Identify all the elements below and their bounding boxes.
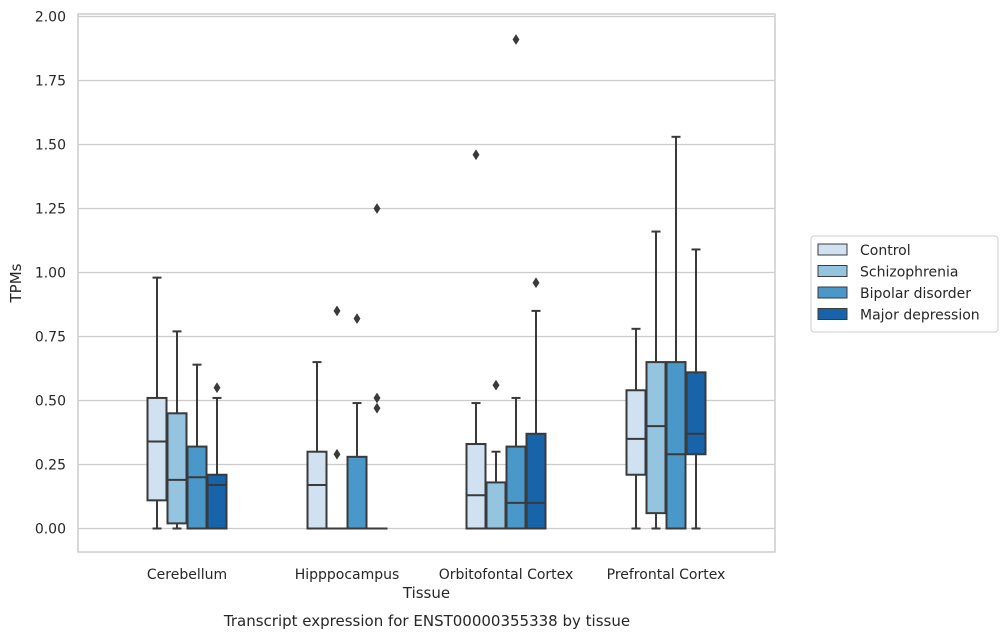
outlier-point — [373, 402, 381, 414]
iqr-box — [346, 455, 368, 530]
legend-swatch — [817, 286, 848, 299]
legend-entry: Control — [860, 243, 911, 259]
outlier-point — [492, 379, 500, 391]
box-series — [146, 34, 707, 530]
box-prefrontal-cortex-schizophrenia — [645, 230, 667, 530]
outlier-point — [532, 277, 540, 289]
box-hipppocampus-bipolar-disorder — [346, 313, 368, 530]
box-cerebellum-bipolar-disorder — [186, 363, 208, 530]
legend-swatch — [817, 265, 848, 277]
iqr-box — [665, 361, 687, 530]
iqr-box — [485, 481, 507, 530]
outlier-point — [373, 392, 381, 404]
box-hipppocampus-control — [306, 361, 328, 530]
outlier-point — [333, 305, 341, 317]
y-tick-label: 1.00 — [35, 266, 66, 282]
iqr-box — [645, 361, 667, 515]
legend-entry: Major depression — [860, 308, 980, 324]
y-tick-label: 1.75 — [35, 74, 66, 90]
box-hipppocampus-schizophrenia — [326, 305, 348, 530]
legend: Control Schizophrenia Bipolar disorder Majo… — [810, 235, 999, 333]
x-tick-label: Orbitofontal Cortex — [439, 567, 574, 583]
box-cerebellum-schizophrenia — [166, 330, 188, 530]
box-prefrontal-cortex-bipolar-disorder — [665, 135, 687, 530]
box-prefrontal-cortex-major-depression — [685, 248, 707, 530]
chart-caption: Transcript expression for ENST0000035533… — [223, 612, 630, 630]
iqr-box — [206, 473, 228, 530]
legend-entry: Bipolar disorder — [860, 286, 971, 302]
iqr-box — [625, 389, 647, 476]
iqr-box — [186, 445, 208, 530]
y-tick-label: 2.00 — [35, 10, 66, 26]
box-prefrontal-cortex-control — [625, 327, 647, 530]
iqr-box — [166, 412, 188, 525]
legend-swatch — [817, 243, 848, 256]
y-tick-label: 0.00 — [35, 522, 66, 538]
y-tick-label: 0.50 — [35, 394, 66, 410]
legend-frame — [810, 235, 999, 333]
iqr-box — [505, 445, 527, 530]
y-tick-label: 1.50 — [35, 138, 66, 154]
x-axis-label: Tissue — [402, 584, 450, 602]
box-cerebellum-major-depression — [206, 382, 228, 530]
iqr-box — [306, 450, 328, 530]
outlier-point — [512, 34, 520, 46]
outlier-point — [333, 448, 341, 460]
x-tick-label: Cerebellum — [147, 567, 227, 583]
x-tick-labels: Cerebellum Hipppocampus Orbitofontal Corte… — [147, 567, 725, 583]
iqr-box — [525, 432, 547, 530]
outlier-point — [213, 382, 221, 394]
outlier-point — [472, 149, 480, 161]
y-tick-label: 0.75 — [35, 330, 66, 346]
y-tick-label: 1.25 — [35, 202, 66, 218]
outlier-point — [373, 203, 381, 214]
legend-swatch — [817, 308, 848, 320]
iqr-box — [465, 443, 487, 530]
x-tick-label: Hipppocampus — [295, 567, 400, 583]
outlier-point — [353, 313, 361, 325]
box-orbitofontal-cortex-bipolar-disorder — [505, 34, 527, 530]
box-orbitofontal-cortex-major-depression — [525, 277, 547, 530]
y-tick-label: 0.25 — [35, 458, 66, 474]
legend-entry: Schizophrenia — [860, 265, 958, 281]
box-orbitofontal-cortex-schizophrenia — [485, 379, 507, 530]
box-orbitofontal-cortex-control — [465, 149, 487, 530]
iqr-box — [685, 371, 707, 456]
box-cerebellum-control — [146, 276, 168, 530]
box-hipppocampus-major-depression — [366, 203, 388, 530]
x-tick-label: Prefrontal Cortex — [607, 567, 726, 583]
plot-frame — [77, 13, 776, 553]
y-axis-label: TPMs — [7, 263, 25, 303]
iqr-box — [146, 396, 168, 502]
y-tick-labels: 0.00 0.25 0.50 0.75 1.00 1.25 1.50 1.75 2.00 — [35, 10, 66, 538]
